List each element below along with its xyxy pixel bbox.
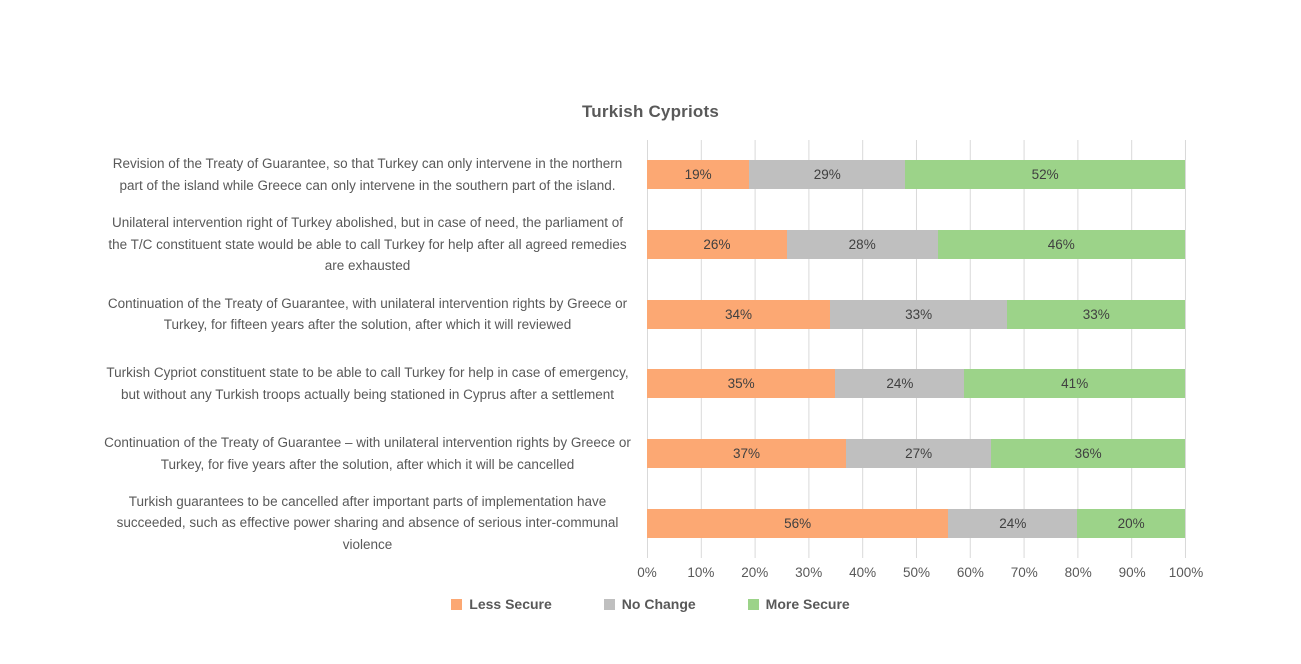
bar-row: 19% 29% 52% — [647, 140, 1185, 210]
x-axis-tick: 50% — [902, 565, 931, 580]
stacked-bar: 26% 28% 46% — [647, 230, 1185, 259]
bar-row: 37% 27% 36% — [647, 419, 1185, 489]
stacked-bar: 35% 24% 41% — [647, 369, 1185, 399]
legend-item: More Secure — [747, 596, 850, 612]
chart-body: Revision of the Treaty of Guarantee, so … — [100, 140, 1186, 558]
legend-label: No Change — [621, 596, 696, 612]
bar-segment: 36% — [991, 439, 1185, 469]
bar-row: 56% 24% 20% — [647, 488, 1185, 558]
bar-segment: 33% — [1007, 299, 1185, 329]
bar-segment: 19% — [647, 160, 750, 190]
category-labels: Revision of the Treaty of Guarantee, so … — [100, 140, 635, 558]
stacked-bar: 56% 24% 20% — [647, 508, 1185, 538]
bar-segment: 35% — [647, 369, 836, 399]
bar-segment: 34% — [647, 299, 830, 329]
bar-segment: 27% — [846, 439, 992, 469]
bar-row: 34% 33% 33% — [647, 279, 1185, 349]
bar-segment: 37% — [647, 439, 847, 469]
bar-segment: 33% — [829, 299, 1008, 329]
bar-segment: 46% — [937, 230, 1185, 259]
legend-swatch — [747, 598, 759, 610]
bar-segment: 24% — [835, 369, 965, 399]
stacked-bar: 34% 33% 33% — [647, 299, 1185, 329]
bar-segment: 20% — [1077, 508, 1185, 538]
bar-segment: 26% — [647, 230, 787, 259]
category-label: Continuation of the Treaty of Guarantee … — [104, 435, 631, 472]
legend-label: More Secure — [765, 596, 850, 612]
legend-item: Less Secure — [451, 596, 552, 612]
bar-row: 35% 24% 41% — [647, 349, 1185, 419]
x-axis-tick: 20% — [741, 565, 769, 580]
stacked-bar: 19% 29% 52% — [647, 160, 1185, 190]
stacked-bar: 37% 27% 36% — [647, 439, 1185, 469]
legend-item: No Change — [603, 596, 696, 612]
category-label: Turkish Cypriot constituent state to be … — [106, 365, 629, 402]
x-axis: 0% 10% 20% 30% 40% 50% 60% 70% 80% 90% 100% — [637, 565, 1203, 585]
category-label: Continuation of the Treaty of Guarantee,… — [107, 295, 628, 333]
x-axis-tick: 0% — [637, 565, 657, 580]
chart-title: Turkish Cypriots — [581, 102, 720, 121]
x-axis-tick: 100% — [1168, 565, 1204, 580]
bar-segment: 56% — [647, 508, 949, 538]
x-axis-tick: 80% — [1064, 565, 1092, 580]
x-axis-tick: 70% — [1010, 565, 1038, 580]
legend-swatch — [451, 598, 463, 610]
legend-label: Less Secure — [469, 596, 552, 612]
bar-segment: 29% — [749, 160, 906, 190]
category-label: Turkish guarantees to be cancelled after… — [116, 493, 619, 552]
bar-segment: 41% — [964, 369, 1185, 399]
bar-row: 26% 28% 46% — [647, 210, 1185, 280]
bar-segment: 28% — [786, 230, 938, 259]
x-axis-tick: 30% — [795, 565, 823, 580]
plot-area: 19% 29% 52% 26% 28% 46% 34% 33% 33% 35% 24% 41% 37% 2… — [647, 140, 1186, 558]
category-label: Unilateral intervention right of Turkey … — [108, 215, 627, 274]
category-label: Revision of the Treaty of Guarantee, so … — [112, 156, 623, 193]
x-axis-tick: 90% — [1118, 565, 1146, 580]
bar-segment: 52% — [905, 160, 1185, 190]
x-axis-tick: 10% — [687, 565, 715, 580]
legend: Less Secure No Change More Secure — [0, 596, 1301, 612]
bar-segment: 24% — [948, 508, 1078, 538]
legend-swatch — [603, 598, 615, 610]
x-axis-tick: 40% — [849, 565, 877, 580]
labels-plot-gap — [635, 140, 647, 558]
x-axis-tick: 60% — [956, 565, 984, 580]
